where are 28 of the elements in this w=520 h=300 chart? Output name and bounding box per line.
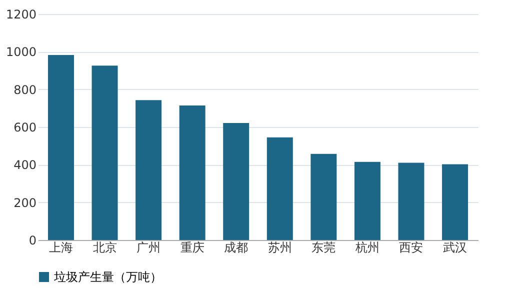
x-tick-label: 东莞: [312, 240, 336, 254]
bar: [398, 162, 424, 240]
y-tick-label: 1200: [6, 8, 36, 22]
bar: [266, 137, 293, 240]
bar: [310, 154, 337, 240]
bar: [354, 162, 380, 240]
x-tick-label: 重庆: [180, 240, 204, 254]
x-tick-label: 杭州: [354, 240, 380, 254]
bar: [136, 100, 162, 240]
x-tick-label: 北京: [92, 240, 117, 254]
y-tick-label: 600: [14, 120, 36, 134]
bar: [223, 123, 250, 240]
bar: [48, 55, 74, 240]
y-tick-label: 800: [14, 82, 36, 97]
y-tick-label: 1000: [6, 45, 36, 60]
x-tick-label: 成都: [224, 240, 248, 254]
bar: [92, 66, 118, 240]
y-tick-label: 400: [14, 158, 36, 172]
bar: [442, 164, 468, 240]
x-tick-label: 苏州: [268, 240, 292, 254]
x-tick-label: 武汉: [443, 240, 468, 254]
bar: [179, 106, 206, 240]
x-tick-label: 上海: [48, 240, 73, 254]
x-tick-label: 西安: [399, 240, 424, 254]
legend-label: 垃圾产生量（万吨）: [53, 270, 162, 284]
y-tick-label: 200: [14, 196, 36, 210]
x-tick-label: 广州: [136, 240, 161, 254]
y-tick-label: 0: [28, 234, 36, 248]
